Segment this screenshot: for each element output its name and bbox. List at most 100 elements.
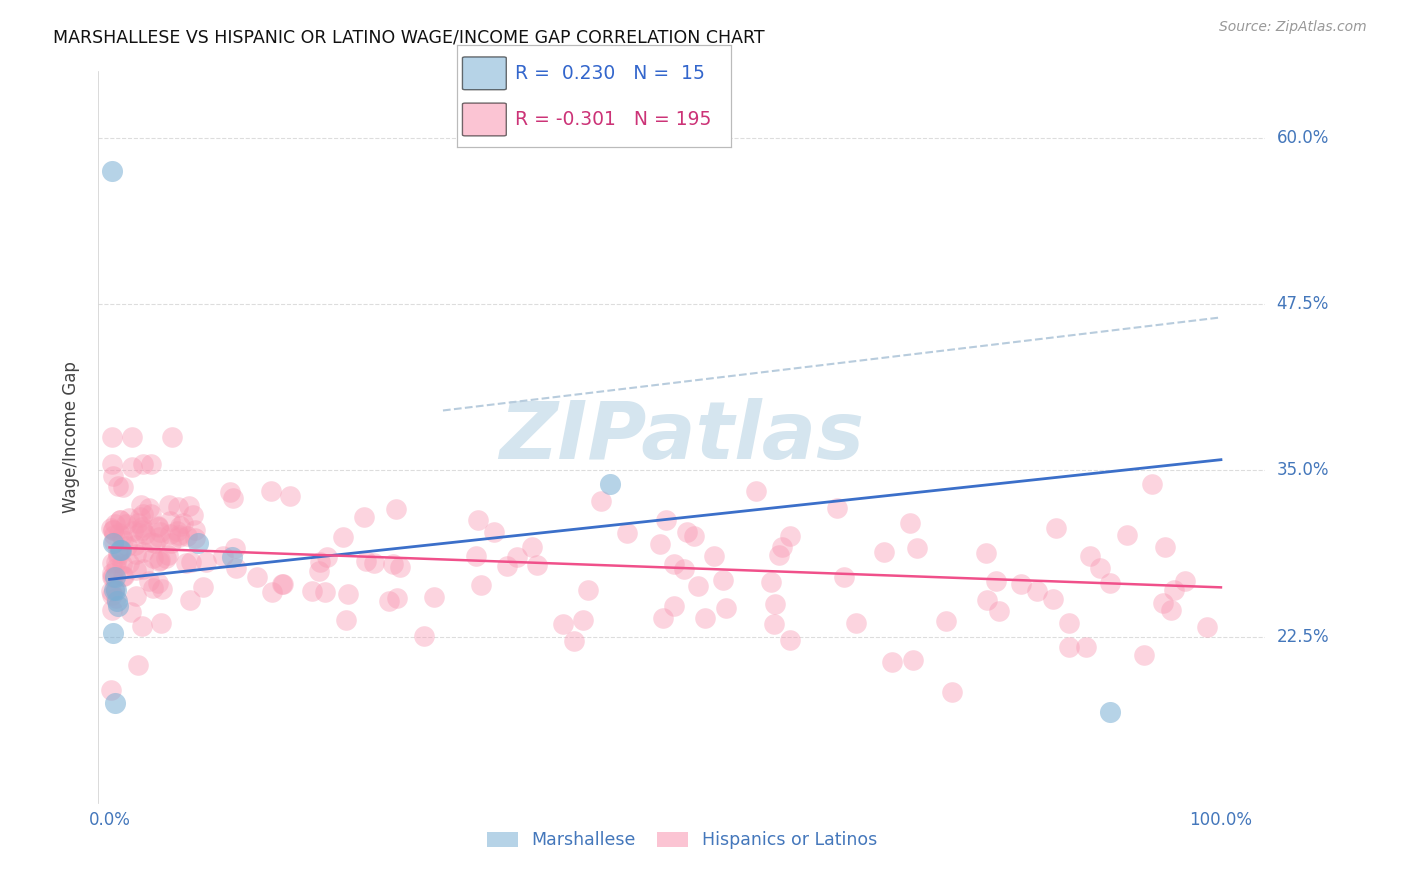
Point [308, 564, 330, 578]
Point [1045, 521, 1067, 535]
Point [148, 576, 170, 591]
Point [711, 573, 734, 587]
Point [149, 524, 172, 539]
Point [108, 525, 131, 540]
Point [179, 499, 201, 513]
Point [768, 549, 790, 563]
Point [127, 516, 149, 530]
Point [105, 593, 128, 607]
Point [1010, 577, 1032, 591]
Point [104, 591, 127, 605]
Point [101, 430, 124, 444]
Point [142, 581, 165, 595]
Point [576, 583, 599, 598]
Point [110, 543, 132, 558]
Point [652, 611, 675, 625]
Point [271, 576, 294, 591]
Point [152, 582, 174, 597]
Point [101, 457, 124, 471]
Text: 60.0%: 60.0% [1277, 128, 1329, 147]
Point [664, 599, 686, 614]
Point [1042, 591, 1064, 606]
Point [127, 658, 149, 673]
Point [572, 613, 595, 627]
Point [101, 625, 124, 640]
Point [763, 597, 786, 611]
Point [101, 566, 124, 580]
Point [779, 529, 801, 543]
Point [176, 528, 198, 542]
Point [551, 617, 574, 632]
Point [1078, 549, 1101, 563]
Point [128, 525, 150, 540]
Point [506, 549, 529, 564]
Point [335, 613, 357, 627]
Point [108, 513, 131, 527]
Point [180, 555, 202, 569]
Point [686, 579, 709, 593]
Point [100, 584, 122, 599]
Y-axis label: Wage/Income Gap: Wage/Income Gap [62, 361, 80, 513]
Point [104, 516, 127, 531]
Point [148, 554, 170, 568]
Point [309, 556, 332, 570]
Point [179, 593, 201, 607]
Point [650, 537, 672, 551]
Point [160, 430, 183, 444]
Point [125, 563, 148, 577]
Point [145, 536, 167, 550]
Point [169, 519, 191, 533]
Point [211, 549, 233, 563]
Point [121, 460, 143, 475]
Point [148, 530, 170, 544]
Point [100, 556, 122, 570]
FancyBboxPatch shape [463, 57, 506, 90]
Point [115, 539, 138, 553]
Point [166, 524, 188, 539]
Point [131, 619, 153, 633]
Point [1057, 615, 1080, 630]
Point [482, 524, 505, 539]
Point [354, 554, 377, 568]
Point [101, 570, 124, 584]
Point [111, 557, 134, 571]
Point [160, 536, 183, 550]
Point [703, 549, 725, 564]
Point [103, 535, 125, 549]
Point [139, 457, 162, 471]
Point [470, 577, 492, 591]
Point [157, 498, 180, 512]
Point [1195, 620, 1218, 634]
Point [101, 524, 124, 538]
Point [100, 588, 122, 602]
Point [139, 535, 162, 549]
Point [124, 537, 146, 551]
Point [181, 508, 204, 522]
Point [1098, 706, 1121, 720]
Point [1074, 640, 1097, 654]
Point [526, 558, 548, 573]
Point [825, 500, 848, 515]
Point [316, 550, 339, 565]
Point [104, 696, 127, 710]
Point [664, 558, 686, 572]
Point [1026, 584, 1049, 599]
Point [382, 558, 405, 572]
Point [111, 529, 134, 543]
Point [465, 549, 488, 564]
Point [882, 655, 904, 669]
Point [124, 547, 146, 561]
Point [146, 519, 169, 533]
Point [121, 430, 143, 444]
Point [935, 614, 957, 628]
Point [1090, 561, 1112, 575]
Point [467, 513, 489, 527]
Point [314, 585, 336, 599]
Point [187, 536, 209, 550]
Point [332, 530, 354, 544]
Point [675, 524, 697, 539]
Point [693, 611, 716, 625]
Point [1140, 477, 1163, 491]
Point [100, 682, 122, 697]
Text: MARSHALLESE VS HISPANIC OR LATINO WAGE/INCOME GAP CORRELATION CHART: MARSHALLESE VS HISPANIC OR LATINO WAGE/I… [53, 29, 765, 46]
